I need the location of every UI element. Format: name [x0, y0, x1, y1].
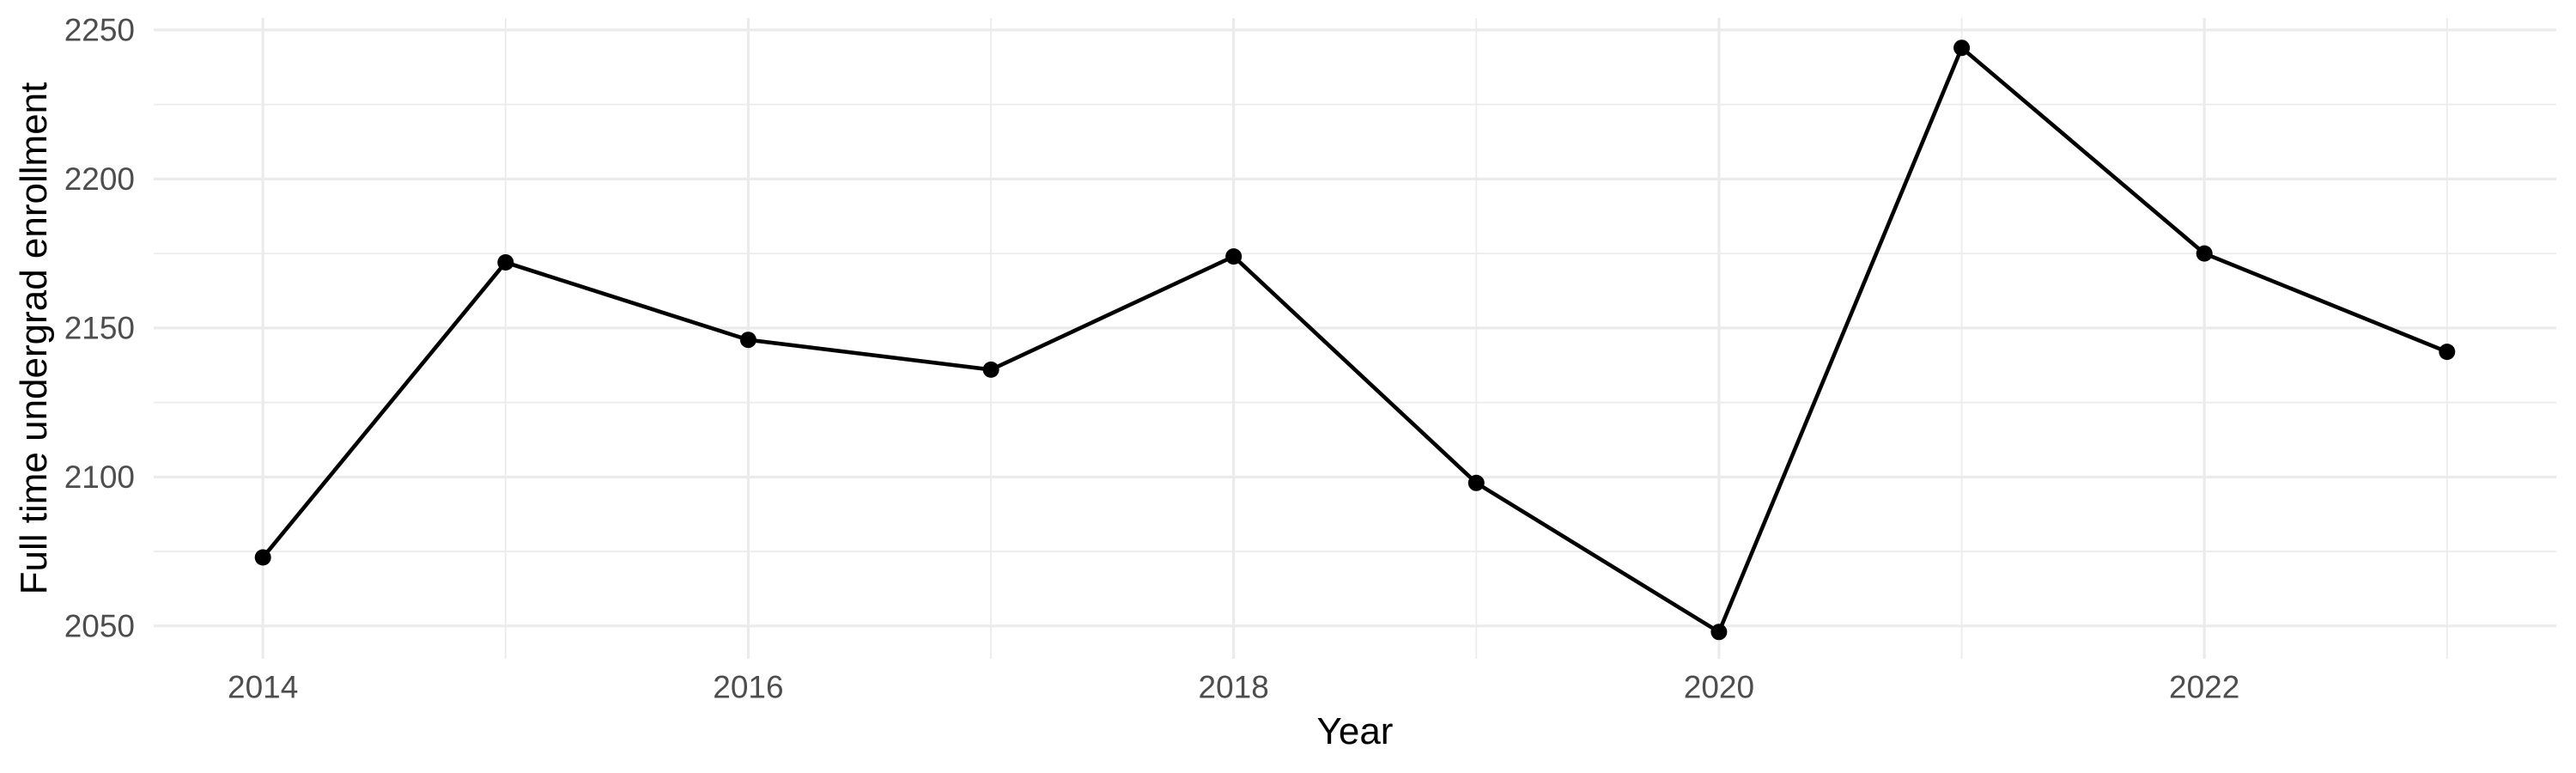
y-tick-label: 2250	[64, 12, 135, 47]
data-point	[1953, 40, 1971, 57]
data-point	[739, 332, 756, 349]
x-tick-labels: 2014 2016 2018 2020 2022	[228, 670, 2239, 705]
x-axis-title: Year	[1316, 710, 1394, 752]
data-point	[2439, 344, 2456, 361]
x-tick-label: 2022	[2169, 670, 2239, 705]
data-points	[254, 40, 2456, 641]
y-tick-label: 2200	[64, 161, 135, 197]
x-tick-label: 2020	[1684, 670, 1754, 705]
y-tick-label: 2150	[64, 310, 135, 345]
data-point	[1225, 248, 1242, 265]
data-point	[497, 254, 514, 271]
data-point	[254, 549, 271, 566]
data-line	[260, 46, 2450, 635]
y-tick-label: 2100	[64, 460, 135, 495]
gridlines-minor	[154, 18, 2556, 659]
y-tick-labels: 2050 2100 2150 2200 2250	[64, 12, 135, 643]
x-tick-label: 2014	[228, 670, 298, 705]
y-axis-title: Full time undergrad enrollment	[13, 82, 55, 595]
y-tick-label: 2050	[64, 608, 135, 643]
data-point	[2196, 245, 2213, 262]
data-point	[982, 361, 999, 378]
x-tick-label: 2016	[713, 670, 783, 705]
gridlines-major	[154, 18, 2556, 659]
data-point	[1710, 624, 1728, 641]
x-tick-label: 2018	[1199, 670, 1269, 705]
data-point	[1467, 474, 1485, 491]
